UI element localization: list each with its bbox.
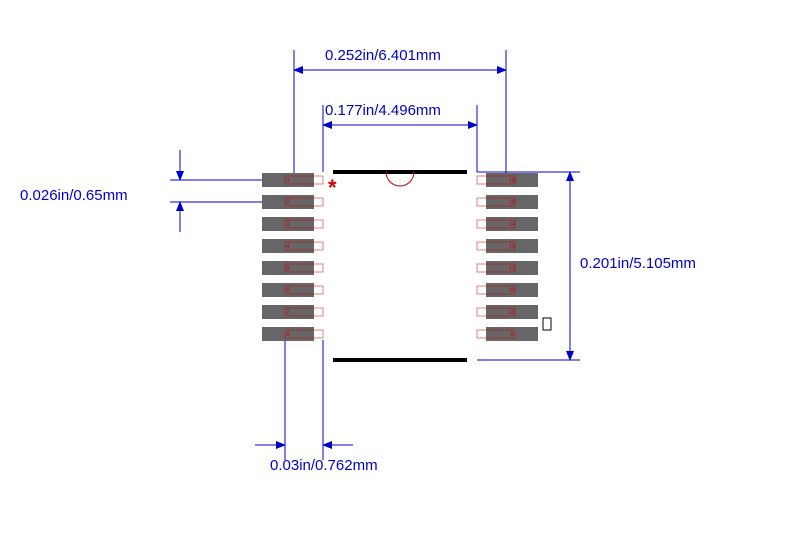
pins-group: 11621531441351261171089 (262, 173, 538, 341)
pin-label-right-4: 13 (509, 244, 516, 250)
pin-label-right-5: 12 (509, 266, 516, 272)
pin-label-right-6: 11 (509, 288, 516, 294)
pin-label-right-7: 10 (509, 310, 516, 316)
pin1-marker: * (328, 175, 337, 200)
dim-height: 0.201in/5.105mm (580, 255, 696, 272)
dim-inner-width: 0.177in/4.496mm (325, 102, 441, 119)
fiducial-box (543, 318, 551, 330)
dim-outer-width: 0.252in/6.401mm (325, 47, 441, 64)
orientation-arc (386, 172, 414, 186)
pin-label-right-1: 16 (509, 178, 516, 184)
dim-pad-pitch: 0.026in/0.65mm (20, 187, 128, 204)
pin-label-right-3: 14 (509, 222, 516, 228)
footprint-drawing: 0.252in/6.401mm 0.177in/4.496mm 0.201in/… (0, 0, 800, 547)
pin-label-right-2: 15 (509, 200, 516, 206)
dim-pad-width: 0.03in/0.762mm (270, 457, 378, 474)
